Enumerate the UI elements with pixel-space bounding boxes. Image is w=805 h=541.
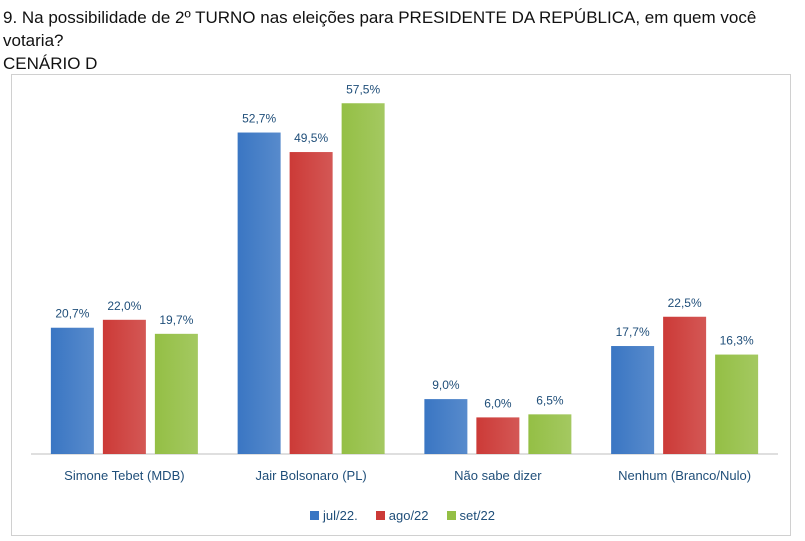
category-label-0: Simone Tebet (MDB)	[64, 468, 184, 483]
question-text: 9. Na possibilidade de 2º TURNO nas elei…	[3, 8, 757, 50]
data-label-jul-3: 17,7%	[616, 325, 650, 339]
bar-ago-1	[289, 152, 333, 455]
data-label-set-0: 19,7%	[159, 313, 193, 327]
bar-ago-0	[102, 319, 146, 454]
legend-item-ago: ago/22	[375, 508, 429, 523]
category-label-3: Nenhum (Branco/Nulo)	[618, 468, 751, 483]
category-label-2: Não sabe dizer	[454, 468, 542, 483]
bar-jul-1	[237, 132, 281, 454]
legend-swatch-jul	[310, 511, 320, 520]
data-label-set-3: 16,3%	[720, 334, 754, 348]
data-label-ago-0: 22,0%	[107, 299, 141, 313]
bar-jul-3	[611, 346, 655, 454]
data-label-ago-3: 22,5%	[668, 296, 702, 310]
bar-set-2	[528, 414, 572, 454]
legend-swatch-ago	[375, 511, 385, 520]
data-label-jul-0: 20,7%	[55, 307, 89, 321]
data-label-jul-2: 9,0%	[432, 378, 460, 392]
bar-set-3	[715, 354, 759, 454]
category-label-1: Jair Bolsonaro (PL)	[255, 468, 366, 483]
legend-item-set: set/22	[446, 508, 495, 523]
bar-set-1	[341, 103, 385, 454]
chart-legend: jul/22. ago/22 set/22	[0, 508, 805, 523]
chart-frame	[11, 74, 791, 536]
data-label-set-1: 57,5%	[346, 82, 380, 96]
bar-set-0	[154, 333, 198, 454]
scenario-label: CENÁRIO D	[3, 54, 98, 73]
bar-ago-3	[663, 316, 707, 454]
data-label-set-2: 6,5%	[536, 393, 564, 407]
legend-label-jul: jul/22.	[323, 508, 358, 523]
question-title: 9. Na possibilidade de 2º TURNO nas elei…	[3, 6, 803, 75]
legend-item-jul: jul/22.	[310, 508, 358, 523]
bar-jul-2	[424, 399, 468, 454]
data-label-jul-1: 52,7%	[242, 112, 276, 126]
data-label-ago-1: 49,5%	[294, 131, 328, 145]
bar-ago-2	[476, 417, 520, 454]
bar-jul-0	[50, 327, 94, 454]
legend-label-set: set/22	[459, 508, 495, 523]
data-label-ago-2: 6,0%	[484, 396, 512, 410]
legend-label-ago: ago/22	[388, 508, 429, 523]
legend-swatch-set	[446, 511, 456, 520]
